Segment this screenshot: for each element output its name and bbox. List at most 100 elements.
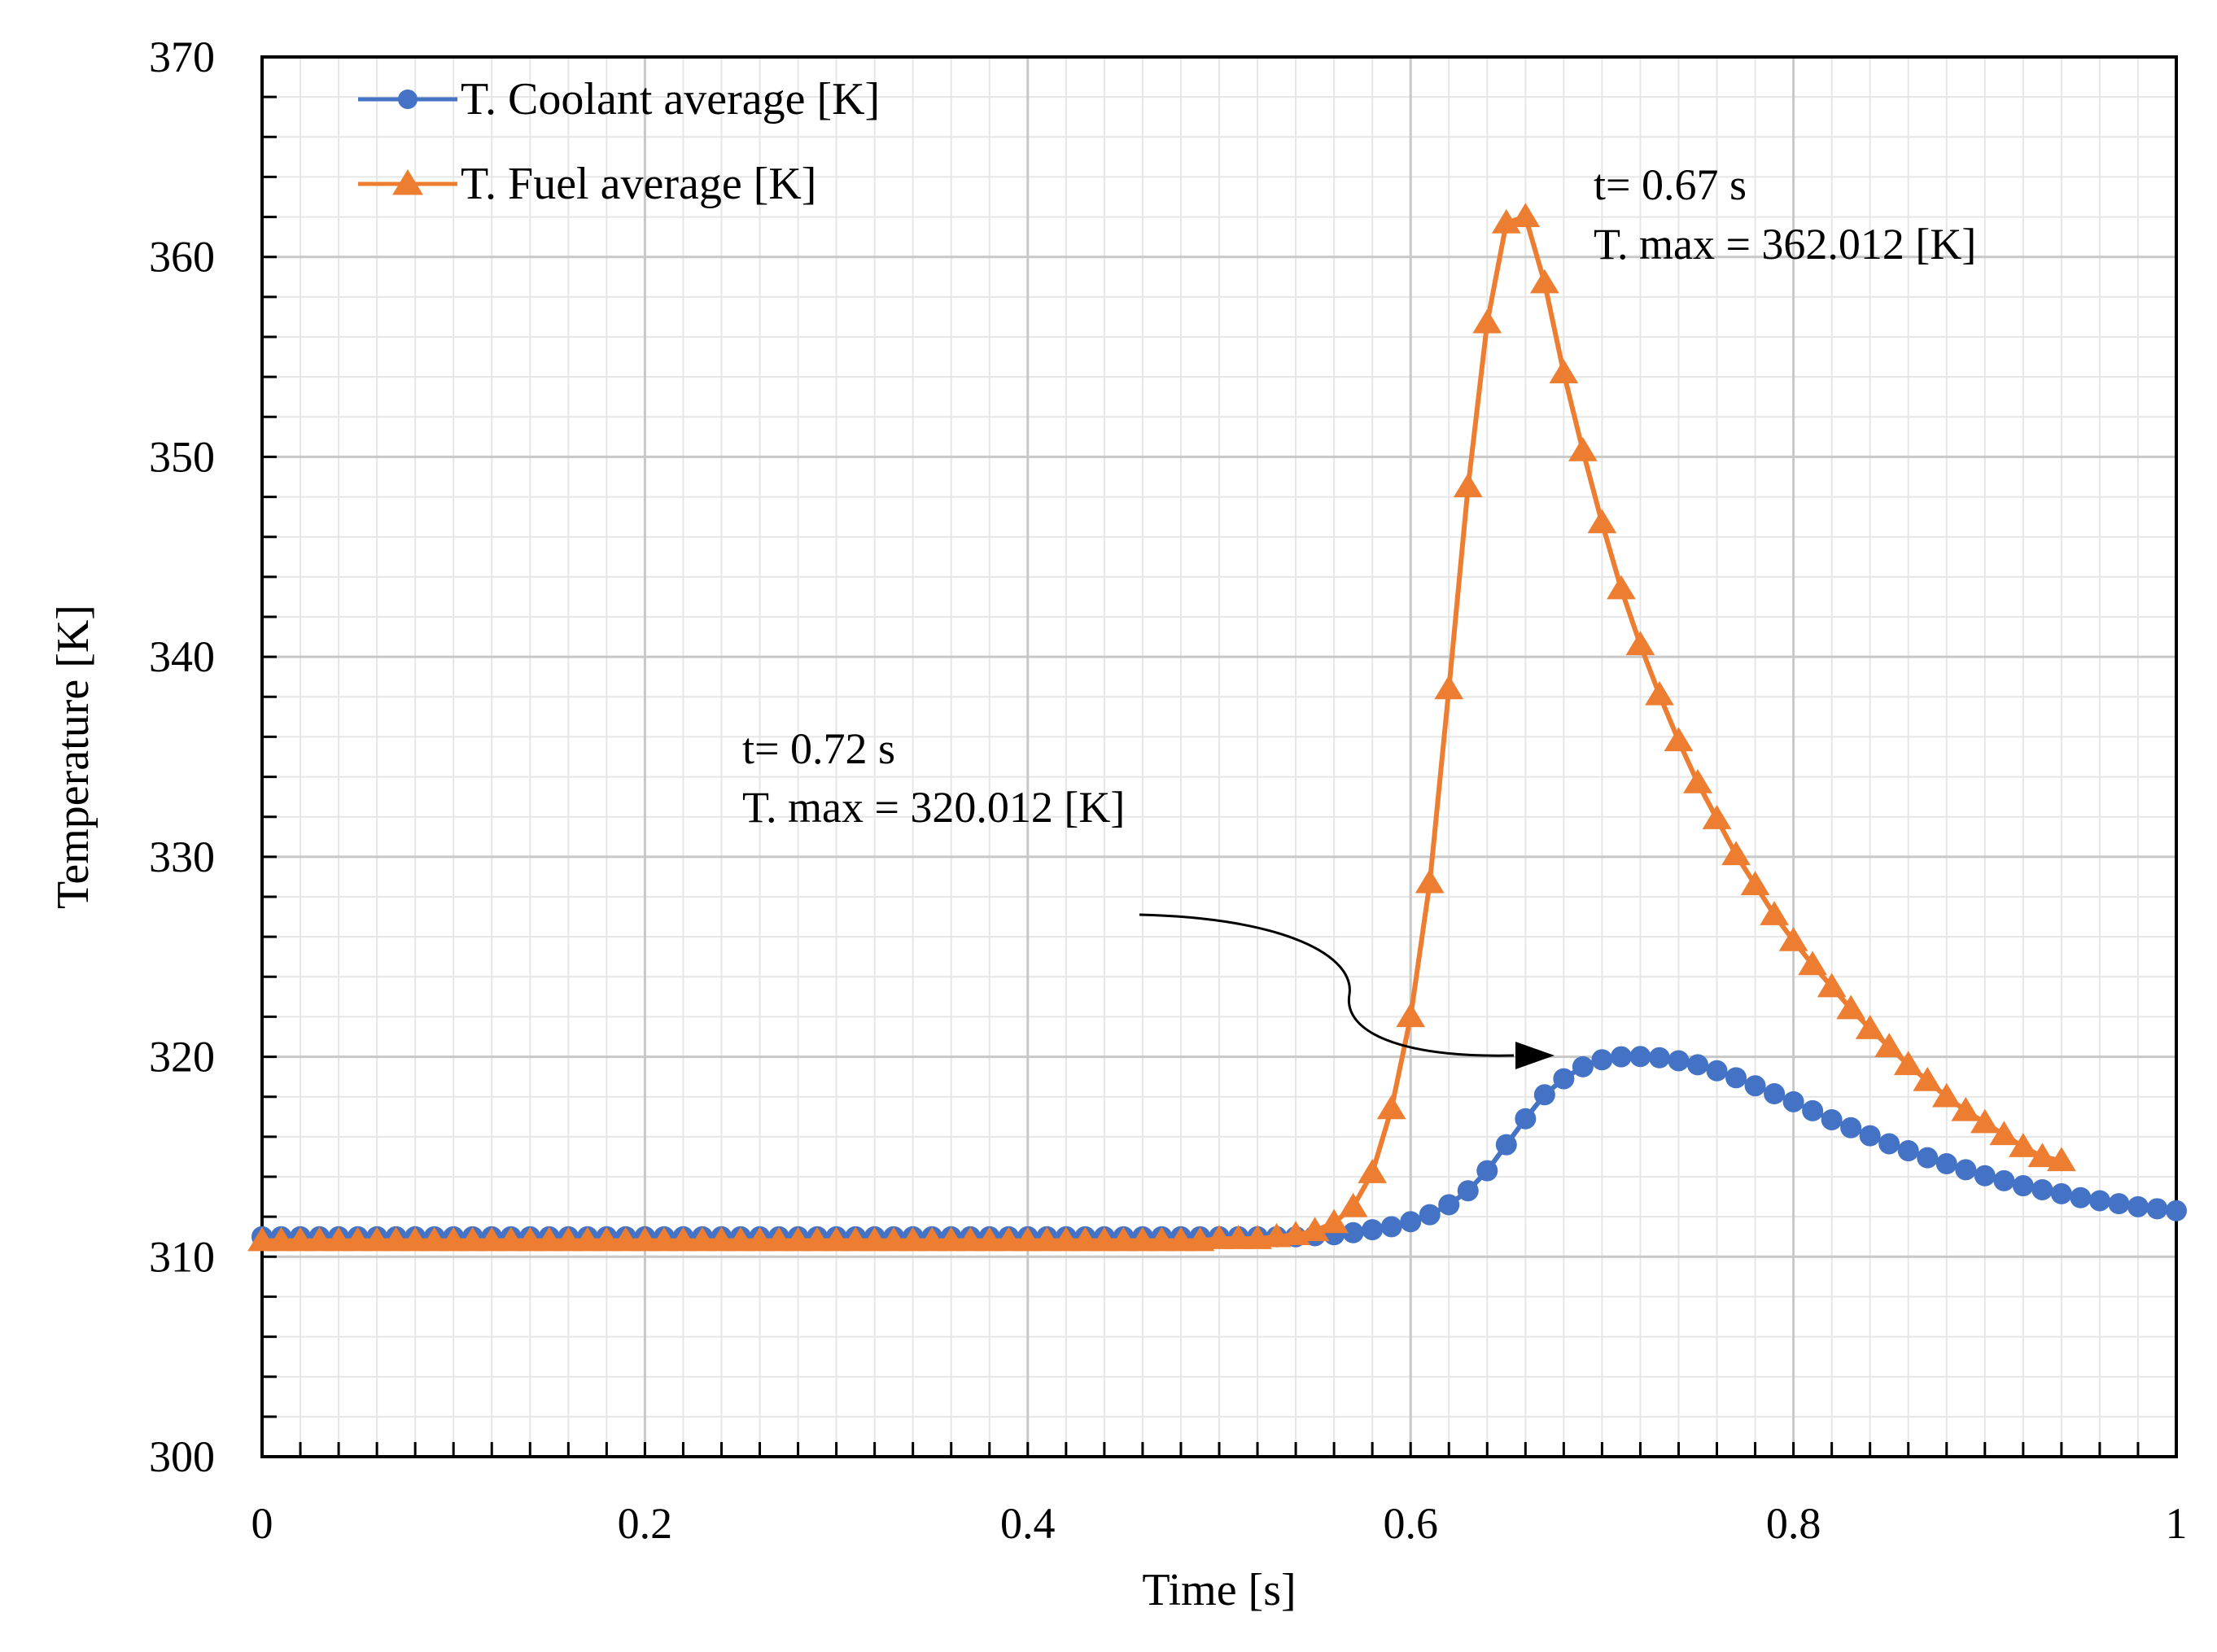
data-point-fuel: [1491, 208, 1521, 234]
data-point-coolant: [1782, 1090, 1804, 1112]
data-point-fuel: [1760, 901, 1789, 925]
data-point-fuel: [496, 1226, 526, 1252]
data-point-fuel: [2008, 1133, 2038, 1157]
data-point-coolant: [1438, 1194, 1460, 1216]
legend-fuel-label: T. Fuel average [K]: [461, 159, 816, 209]
data-point-coolant: [1553, 1068, 1575, 1090]
data-point-fuel: [1319, 1208, 1349, 1234]
data-point-fuel: [1012, 1226, 1043, 1252]
data-point-fuel: [1396, 1003, 1426, 1028]
data-point-coolant: [1897, 1140, 1919, 1162]
major-gridlines: [262, 57, 2176, 1457]
data-point-fuel: [1587, 509, 1617, 534]
data-point-fuel: [1702, 805, 1732, 829]
y-tick-label: 350: [149, 432, 215, 481]
minor-gridlines: [262, 57, 2176, 1457]
annotation-coolant-peak: t= 0.72 s T. max = 320.012 [K]: [742, 724, 1555, 1069]
data-point-fuel: [515, 1226, 545, 1252]
data-point-fuel: [1913, 1067, 1943, 1091]
data-point-coolant: [1610, 1046, 1632, 1068]
data-point-coolant: [1476, 1160, 1498, 1182]
data-point-fuel: [1683, 768, 1712, 793]
data-point-fuel: [1070, 1226, 1100, 1252]
data-point-fuel: [400, 1226, 431, 1252]
data-point-coolant: [1917, 1147, 1939, 1169]
annotation-coolant-max: T. max = 320.012 [K]: [742, 783, 1125, 832]
data-point-fuel: [630, 1226, 660, 1252]
annotation-fuel-max: T. max = 362.012 [K]: [1594, 220, 1976, 269]
data-point-fuel: [1989, 1121, 2019, 1146]
data-point-fuel: [2027, 1143, 2057, 1168]
data-point-fuel: [1778, 927, 1808, 951]
data-point-fuel: [1051, 1226, 1081, 1252]
x-tick-label: 0: [251, 1499, 273, 1548]
data-point-fuel: [1874, 1033, 1904, 1058]
y-tick-label: 360: [149, 233, 215, 282]
data-point-fuel: [1205, 1225, 1234, 1249]
data-point-fuel: [1607, 575, 1636, 600]
x-tick-label: 1: [2166, 1499, 2188, 1548]
data-point-coolant: [1687, 1054, 1708, 1076]
data-point-coolant: [1840, 1117, 1862, 1138]
data-point-fuel: [1147, 1226, 1177, 1252]
data-point-fuel: [688, 1226, 717, 1252]
y-tick-label: 310: [149, 1232, 215, 1281]
data-point-coolant: [2108, 1193, 2130, 1215]
data-point-coolant: [1533, 1084, 1555, 1106]
x-axis-title: Time [s]: [1142, 1565, 1296, 1615]
data-point-coolant: [1744, 1075, 1766, 1097]
data-point-fuel: [457, 1226, 488, 1252]
data-point-coolant: [1993, 1169, 2015, 1191]
y-tick-label: 340: [149, 632, 215, 681]
data-point-fuel: [802, 1226, 832, 1252]
data-point-fuel: [974, 1226, 1004, 1252]
data-point-fuel: [553, 1226, 584, 1252]
data-point-fuel: [1721, 841, 1751, 866]
data-point-fuel: [592, 1226, 622, 1252]
data-point-fuel: [1625, 631, 1655, 656]
data-point-coolant: [1878, 1133, 1900, 1155]
x-tick-label: 0.4: [1000, 1499, 1056, 1548]
data-point-fuel: [1090, 1226, 1119, 1252]
minor-tick-marks: [262, 95, 2140, 1457]
data-point-coolant: [1725, 1067, 1747, 1089]
data-point-fuel: [764, 1226, 794, 1252]
data-point-fuel: [1951, 1096, 1981, 1121]
data-point-coolant: [1974, 1165, 1996, 1187]
data-point-coolant: [2146, 1198, 2168, 1220]
data-point-coolant: [2088, 1190, 2110, 1212]
data-point-fuel: [534, 1226, 564, 1252]
data-point-fuel: [1798, 951, 1827, 976]
data-point-coolant: [1706, 1060, 1728, 1082]
data-point-coolant: [1629, 1046, 1651, 1068]
data-point-fuel: [419, 1226, 449, 1252]
data-point-coolant: [2050, 1182, 2072, 1204]
y-axis-tick-labels: 300 310 320 330 340 350 360 370: [149, 33, 215, 1481]
data-point-coolant: [1362, 1219, 1384, 1241]
data-point-coolant: [1821, 1108, 1843, 1130]
legend-coolant-label: T. Coolant average [K]: [461, 74, 880, 125]
legend: T. Coolant average [K] T. Fuel average […: [358, 74, 880, 209]
annotation-fuel-time: t= 0.67 s: [1594, 160, 1747, 209]
data-point-fuel: [649, 1226, 679, 1252]
annotation-coolant-time: t= 0.72 s: [742, 724, 895, 773]
series-layer: [247, 203, 2187, 1252]
data-point-fuel: [1358, 1159, 1388, 1183]
data-point-fuel: [1223, 1225, 1253, 1249]
data-point-fuel: [1108, 1226, 1139, 1252]
y-tick-label: 370: [149, 33, 215, 81]
x-tick-label: 0.6: [1383, 1499, 1438, 1548]
data-point-fuel: [439, 1226, 469, 1252]
data-point-coolant: [1668, 1050, 1690, 1072]
data-point-coolant: [1400, 1211, 1422, 1233]
data-point-fuel: [783, 1226, 813, 1252]
data-point-fuel: [898, 1226, 928, 1252]
data-point-coolant: [2166, 1200, 2187, 1222]
data-point-fuel: [1300, 1217, 1330, 1242]
data-point-fuel: [994, 1226, 1024, 1252]
data-point-coolant: [1457, 1180, 1479, 1202]
data-point-coolant: [1764, 1083, 1786, 1105]
data-point-coolant: [2031, 1178, 2053, 1200]
data-point-fuel: [668, 1226, 698, 1252]
